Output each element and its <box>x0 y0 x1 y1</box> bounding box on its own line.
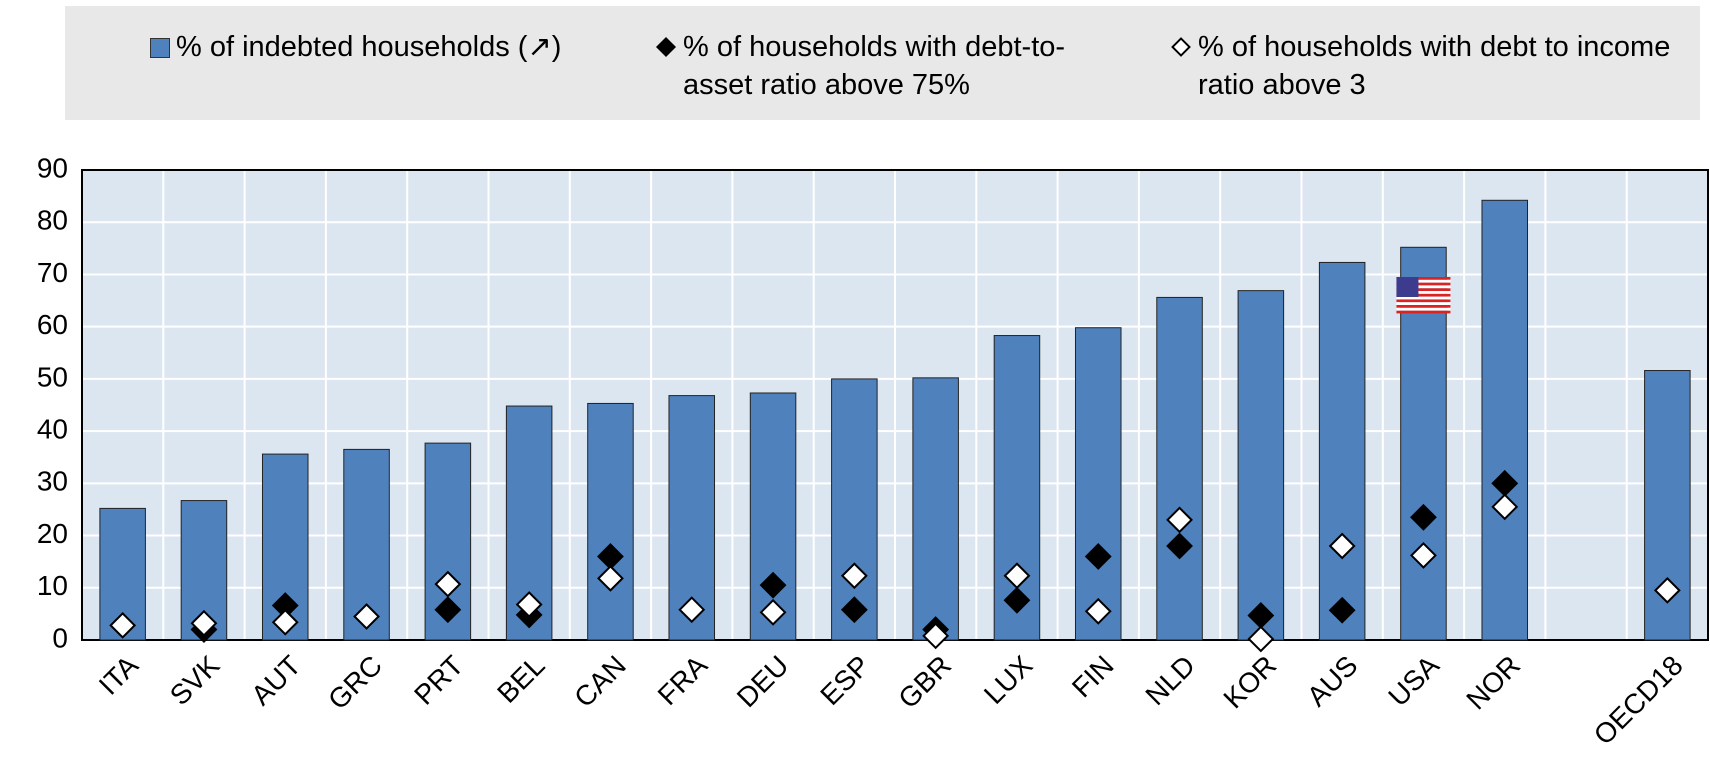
y-tick-label: 70 <box>37 257 68 288</box>
y-tick-label: 60 <box>37 309 68 340</box>
flag-stripe <box>1396 296 1451 300</box>
diamond-marker <box>190 609 218 637</box>
x-tick-label: GRC <box>322 650 388 716</box>
flag-stripe <box>1396 291 1451 294</box>
diamond-marker <box>840 596 868 624</box>
x-tick-label: SVK <box>164 649 226 711</box>
y-tick-label: 20 <box>37 518 68 549</box>
diamond-marker <box>271 608 299 636</box>
diamond-marker <box>515 591 543 618</box>
flag-stripe <box>1396 310 1451 314</box>
flag-canton <box>1396 277 1419 297</box>
x-tick-label: AUT <box>245 650 307 712</box>
x-tick-label: BEL <box>491 650 550 709</box>
y-tick-label: 80 <box>37 205 68 236</box>
y-tick-label: 10 <box>37 570 68 601</box>
x-tick-label: ESP <box>814 650 876 712</box>
x-tick-label: USA <box>1382 649 1445 712</box>
x-tick-label: OECD18 <box>1588 650 1689 751</box>
x-tick-label: NOR <box>1460 650 1526 716</box>
x-tick-label: PRT <box>408 650 469 711</box>
diamond-marker <box>1084 597 1112 625</box>
bar <box>1156 296 1203 641</box>
legend-marker <box>150 38 170 58</box>
diamond-marker <box>1166 506 1193 534</box>
diamond-marker <box>434 570 462 598</box>
legend-entry: % of indebted households (↗) <box>150 28 596 66</box>
diamond-marker <box>840 562 868 590</box>
diamond-marker <box>1166 532 1193 560</box>
bar <box>587 402 634 641</box>
y-tick-label: 50 <box>37 361 68 392</box>
x-tick-label: LUX <box>978 649 1039 710</box>
diamond-marker <box>1328 596 1356 624</box>
y-tick-label: 40 <box>37 414 68 445</box>
x-tick-label: FRA <box>652 649 714 711</box>
x-tick-label: GBR <box>892 650 957 715</box>
flag-stripe <box>1396 305 1451 308</box>
x-tick-label: AUS <box>1301 650 1364 713</box>
diamond-marker <box>759 571 787 599</box>
diamond-marker <box>1247 625 1275 653</box>
y-tick-label: 90 <box>37 152 68 183</box>
flag-stripe <box>1396 277 1451 280</box>
plot-border <box>81 169 1709 641</box>
flag-icon <box>1396 277 1451 314</box>
flag-stripe <box>1396 302 1451 305</box>
flag-stripe <box>1396 299 1451 303</box>
legend-label: % of households with debt to income rati… <box>1198 31 1671 101</box>
legend-entry: % of households with debt-to-asset ratio… <box>655 28 1123 104</box>
bar <box>1318 261 1366 641</box>
diamond-marker <box>1653 576 1681 604</box>
flag-stripe <box>1396 285 1451 289</box>
diamond-marker <box>597 564 624 592</box>
legend-label: % of households with debt-to-asset ratio… <box>683 31 1066 101</box>
diamond-marker <box>1003 586 1031 614</box>
diamond-marker <box>678 596 706 624</box>
diamond-marker <box>109 611 137 639</box>
diamond-marker <box>1410 541 1437 569</box>
bar <box>912 377 959 641</box>
y-tick-label: 30 <box>37 466 68 497</box>
x-tick-label: NLD <box>1139 650 1201 712</box>
flag-stripe <box>1396 307 1451 311</box>
legend-entry: % of households with debt to income rati… <box>1170 28 1710 104</box>
flag-stripe <box>1396 288 1451 291</box>
x-tick-label: ITA <box>93 649 144 700</box>
bar <box>1237 290 1285 641</box>
y-tick-label: 0 <box>52 622 68 653</box>
diamond-marker <box>1328 532 1356 560</box>
diamond-marker <box>1491 493 1519 521</box>
x-tick-label: CAN <box>568 650 632 714</box>
diamond-marker <box>759 598 787 626</box>
diamond-marker <box>353 603 380 630</box>
flag-stripe <box>1396 279 1451 283</box>
bar <box>1481 199 1529 641</box>
flag-stripe <box>1396 282 1451 286</box>
diamond-marker <box>1003 562 1031 590</box>
x-tick-label: FIN <box>1066 650 1120 704</box>
diamond-marker <box>922 622 950 650</box>
legend: % of indebted households (↗) % of househo… <box>65 6 1700 120</box>
bar <box>1074 327 1122 641</box>
diamond-marker <box>1084 543 1112 570</box>
legend-label: % of indebted households (↗) <box>176 31 562 63</box>
diamond-marker <box>434 596 462 624</box>
diamond-marker <box>1410 503 1437 531</box>
x-tick-label: KOR <box>1217 650 1282 715</box>
flag-stripe <box>1396 293 1451 297</box>
bar <box>749 392 797 641</box>
x-tick-label: DEU <box>731 650 795 714</box>
